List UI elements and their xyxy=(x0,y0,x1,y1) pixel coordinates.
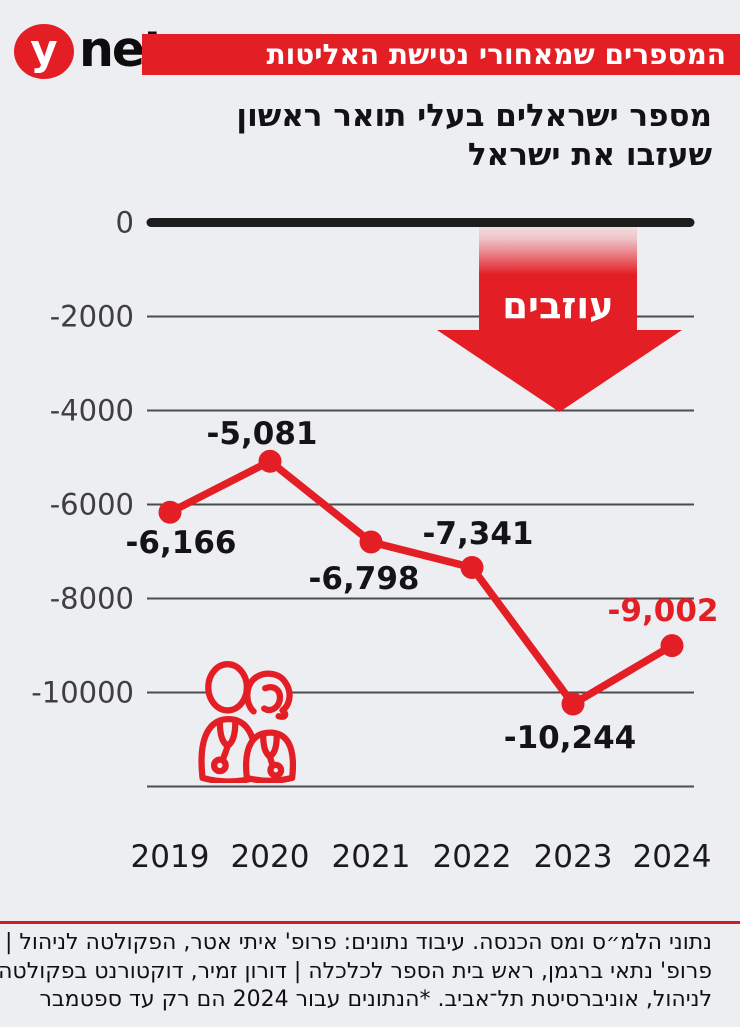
data-point xyxy=(460,556,484,579)
y-tick-label: -8000 xyxy=(50,582,134,616)
data-point xyxy=(561,692,585,716)
x-tick-label: 2019 xyxy=(131,839,210,875)
data-point xyxy=(660,634,684,658)
data-label: -9,002 xyxy=(608,593,719,629)
x-tick-label: 2021 xyxy=(332,839,411,875)
y-tick-label: -10000 xyxy=(31,676,134,710)
x-tick-label: 2020 xyxy=(231,839,310,875)
footer-divider xyxy=(0,921,740,924)
footer-credits-line2: פרופ' נתאי ברגמן, ראש בית הספר לכלכלה | … xyxy=(0,958,712,984)
footer-credits: נתוני הלמ״ס ומס הכנסה. עיבוד נתונים: פרו… xyxy=(0,929,712,1015)
data-label: -6,166 xyxy=(126,525,237,561)
y-tick-label: -4000 xyxy=(50,394,134,428)
data-label: -6,798 xyxy=(309,561,420,597)
footer-credits-line3: לניהול, אוניברסיטת תל־אביב. *הנתונים עבו… xyxy=(39,987,713,1012)
data-point xyxy=(258,449,282,473)
leaving-arrow-icon xyxy=(437,224,682,412)
x-tick-label: 2023 xyxy=(534,839,613,875)
chart-title-line2: שעזבו את ישראל xyxy=(467,137,712,173)
data-label: -7,341 xyxy=(423,516,534,552)
arrow-label: עוזבים xyxy=(502,284,613,327)
line-chart: 0 -2000 -4000 -6000 -8000 -10000 עוזבים -6,166 -… xyxy=(31,206,719,876)
ynet-logo-circle-icon: y xyxy=(14,24,74,79)
doctors-icon xyxy=(198,661,296,783)
data-point xyxy=(359,530,383,554)
footer-credits-line1: נתוני הלמ״ס ומס הכנסה. עיבוד נתונים: פרו… xyxy=(5,930,712,955)
x-tick-label: 2024 xyxy=(633,839,712,875)
y-tick-label: -6000 xyxy=(50,488,134,522)
y-tick-label: 0 xyxy=(116,206,134,240)
header-banner: המספרים שמאחורי נטישת האליטות xyxy=(142,34,740,75)
chart-title: מספר ישראלים בעלי תואר ראשון שעזבו את יש… xyxy=(236,97,712,175)
trend-line xyxy=(166,457,676,708)
y-tick-label: -2000 xyxy=(50,300,134,334)
ynet-logo-y: y xyxy=(30,24,58,74)
header-banner-text: המספרים שמאחורי נטישת האליטות xyxy=(266,37,726,71)
data-label: -5,081 xyxy=(207,416,318,452)
chart-title-line1: מספר ישראלים בעלי תואר ראשון xyxy=(236,98,712,134)
x-tick-label: 2022 xyxy=(433,839,512,875)
data-point xyxy=(158,500,182,524)
data-label: -10,244 xyxy=(504,720,637,756)
